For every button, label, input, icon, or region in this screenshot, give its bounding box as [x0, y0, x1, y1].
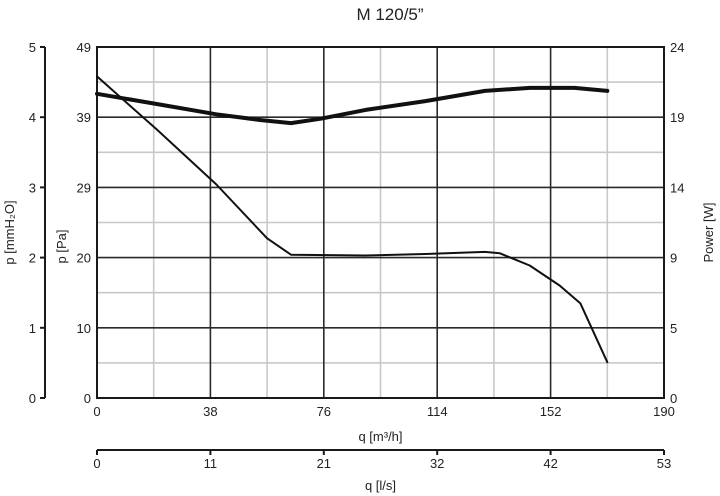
y-mmh2o-axis-label: p [mmH₂O]: [2, 200, 17, 264]
y-mmh2o-tick-label: 3: [29, 180, 36, 195]
y-pa-tick-label: 10: [77, 321, 91, 336]
x-m3h-axis-label: q [m³/h]: [358, 429, 402, 444]
y-power-tick-label: 9: [670, 251, 677, 266]
x-m3h-tick-label: 152: [540, 404, 562, 419]
x-m3h-tick-label: 76: [317, 404, 331, 419]
curves: [95, 75, 610, 364]
y-mmh2o-tick-label: 0: [29, 391, 36, 406]
y-pa-axis-label: p [Pa]: [54, 230, 69, 264]
x-ls-tick-label: 21: [317, 456, 331, 471]
y-power-tick-label: 5: [670, 321, 677, 336]
y-pa-tick-label: 0: [84, 391, 91, 406]
x-m3h-tick-label: 38: [203, 404, 217, 419]
y-pa-tick-label: 39: [77, 110, 91, 125]
y-pa-tick-label: 20: [77, 251, 91, 266]
x-ls-tick-label: 53: [657, 456, 671, 471]
y-mmh2o-tick-label: 4: [29, 110, 36, 125]
x-ls-tick-label: 32: [430, 456, 444, 471]
chart-title: M 120/5”: [356, 5, 423, 24]
y-power-tick-label: 19: [670, 110, 684, 125]
y-pa-tick-label: 29: [77, 180, 91, 195]
x-ls-tick-label: 11: [204, 456, 218, 471]
plot-frame: [96, 46, 665, 399]
x-m3h-tick-label: 190: [653, 404, 675, 419]
y-power-tick-label: 14: [670, 180, 684, 195]
major-grid: [96, 46, 665, 399]
x-ls-tick-label: 42: [543, 456, 557, 471]
x-m3h-tick-label: 114: [427, 404, 448, 419]
y-mmh2o-tick-label: 5: [29, 40, 36, 55]
x-m3h-tick-label: 0: [93, 404, 100, 419]
pressure-curve: [96, 75, 609, 364]
minor-grid: [97, 47, 664, 398]
y-pa-tick-label: 49: [77, 40, 91, 55]
y-mmh2o-tick-label: 2: [29, 251, 36, 266]
power-curve: [95, 85, 610, 126]
y-mmh2o-tick-label: 1: [29, 321, 36, 336]
y-power-tick-label: 0: [670, 391, 677, 406]
x-ls-axis-label: q [l/s]: [365, 478, 396, 493]
y-power-axis-label: Power [W]: [701, 203, 716, 263]
y-power-tick-label: 24: [670, 40, 684, 55]
axes: 0 10 20 29 39 49 p [Pa] 0 1 2 3 4 5 p [mmH₂O] 0 5 9 14 19 2…: [2, 40, 716, 493]
x-ls-tick-label: 0: [93, 456, 100, 471]
